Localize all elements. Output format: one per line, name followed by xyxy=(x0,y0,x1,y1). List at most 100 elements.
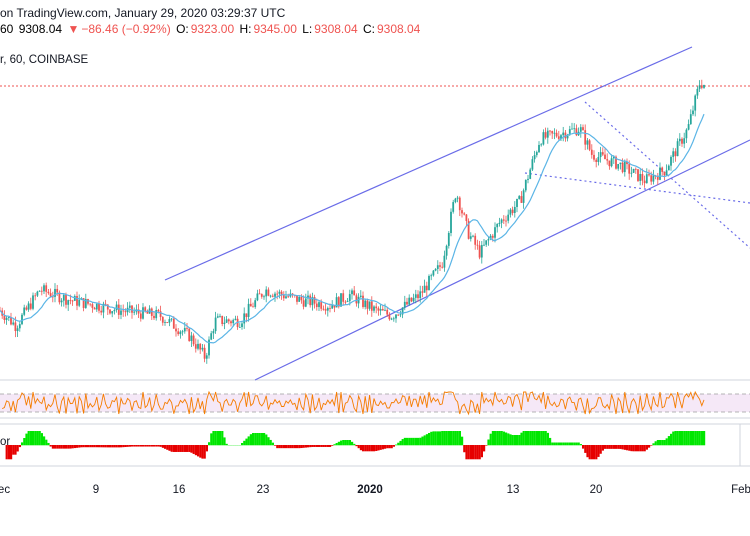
candle-body xyxy=(637,169,639,181)
low-value: 9308.04 xyxy=(314,22,358,36)
oscillator-bar xyxy=(529,431,532,446)
oscillator-bar xyxy=(474,445,477,460)
oscillator-bar xyxy=(637,445,640,452)
candle-body xyxy=(245,313,248,317)
candle-body xyxy=(223,322,226,324)
oscillator-bar xyxy=(527,431,530,446)
candle-body xyxy=(155,310,158,319)
candle-body xyxy=(617,164,620,169)
candle-body xyxy=(139,313,142,319)
oscillator-bar xyxy=(678,431,681,446)
open-label: O: xyxy=(176,22,189,36)
oscillator-bar xyxy=(296,445,299,449)
oscillator-bar xyxy=(379,445,382,450)
candle-body xyxy=(606,159,609,161)
candle-body xyxy=(177,331,180,335)
oscillator-bar xyxy=(549,437,552,446)
oscillator-bar xyxy=(315,445,318,447)
candle-body xyxy=(69,300,72,301)
oscillator-bar xyxy=(641,445,644,452)
candle-body xyxy=(661,167,664,172)
oscillator-bar xyxy=(291,445,294,449)
oscillator-bar xyxy=(507,433,510,446)
oscillator-bar xyxy=(621,445,624,450)
open-value: 9323.00 xyxy=(190,22,235,36)
candle-body xyxy=(326,307,329,311)
candle-body xyxy=(439,265,441,267)
oscillator-bar xyxy=(5,445,8,460)
oscillator-bar xyxy=(436,431,439,446)
oscillator-bar xyxy=(452,431,455,446)
candle-body xyxy=(221,315,224,324)
candle-body xyxy=(544,132,547,138)
candle-body xyxy=(309,295,312,306)
oscillator-bar xyxy=(542,431,545,446)
candle-body xyxy=(641,174,644,181)
oscillator-bar xyxy=(535,431,538,446)
oscillator-bar xyxy=(685,431,688,446)
candle-body xyxy=(626,161,628,165)
oscillator-bar xyxy=(54,445,57,449)
candle-body xyxy=(234,318,237,320)
candle-body xyxy=(78,299,81,306)
candle-body xyxy=(355,295,358,304)
oscillator-bar xyxy=(395,444,398,446)
candle-body xyxy=(480,245,483,258)
candle-body xyxy=(399,314,402,316)
oscillator-bar xyxy=(98,445,101,448)
candle-body xyxy=(593,154,595,160)
chart-header-line: on TradingView.com, January 29, 2020 03:… xyxy=(0,6,285,20)
oscillator-bar xyxy=(58,445,61,449)
ohlc-line: 60 9308.04 ▼ −86.46 (−0.92%) O: 9323.00 H:… xyxy=(0,22,422,36)
candle-body xyxy=(610,158,613,167)
candle-body xyxy=(685,129,688,139)
candle-body xyxy=(102,303,105,313)
candle-body xyxy=(89,303,92,305)
candle-body xyxy=(384,309,386,311)
oscillator-bar xyxy=(183,445,186,452)
oscillator-bar xyxy=(135,445,138,447)
oscillator-bar xyxy=(564,442,567,446)
oscillator-bar xyxy=(23,438,26,446)
oscillator-bar xyxy=(71,445,74,449)
candle-body xyxy=(161,317,164,323)
oscillator-bar xyxy=(199,445,202,458)
oscillator-bar xyxy=(247,436,250,446)
oscillator-bar xyxy=(346,440,349,446)
oscillator-bar xyxy=(353,443,356,446)
oscillator-bar xyxy=(489,433,492,446)
candle-body xyxy=(423,285,426,293)
oscillator-bar xyxy=(445,431,448,446)
oscillator-bar xyxy=(571,442,574,446)
candle-body xyxy=(375,306,378,309)
oscillator-bar xyxy=(241,443,244,446)
candle-body xyxy=(645,174,648,184)
candle-body xyxy=(320,302,323,309)
oscillator-bar xyxy=(663,440,666,446)
candle-body xyxy=(476,244,479,246)
oscillator-bar xyxy=(170,445,173,452)
oscillator-bar xyxy=(331,445,334,446)
oscillator-bar xyxy=(401,439,404,446)
candle-body xyxy=(643,180,646,184)
candle-body xyxy=(612,156,615,159)
oscillator-bar xyxy=(667,436,670,446)
candle-body xyxy=(159,311,162,318)
oscillator-bar xyxy=(214,431,217,446)
oscillator-bar xyxy=(157,445,160,447)
candle-body xyxy=(590,149,593,155)
candle-body xyxy=(441,266,444,268)
oscillator-bar xyxy=(491,431,494,446)
oscillator-bar xyxy=(225,443,228,446)
oscillator-bar xyxy=(216,431,219,446)
oscillator-bar xyxy=(175,445,178,452)
oscillator-bar xyxy=(703,431,706,446)
oscillator-bar xyxy=(403,437,406,446)
candle-body xyxy=(390,318,393,320)
candle-body xyxy=(113,309,116,312)
candle-body xyxy=(527,178,529,180)
oscillator-bar xyxy=(161,445,164,448)
oscillator-bar xyxy=(164,445,167,449)
oscillator-bar xyxy=(687,431,690,446)
